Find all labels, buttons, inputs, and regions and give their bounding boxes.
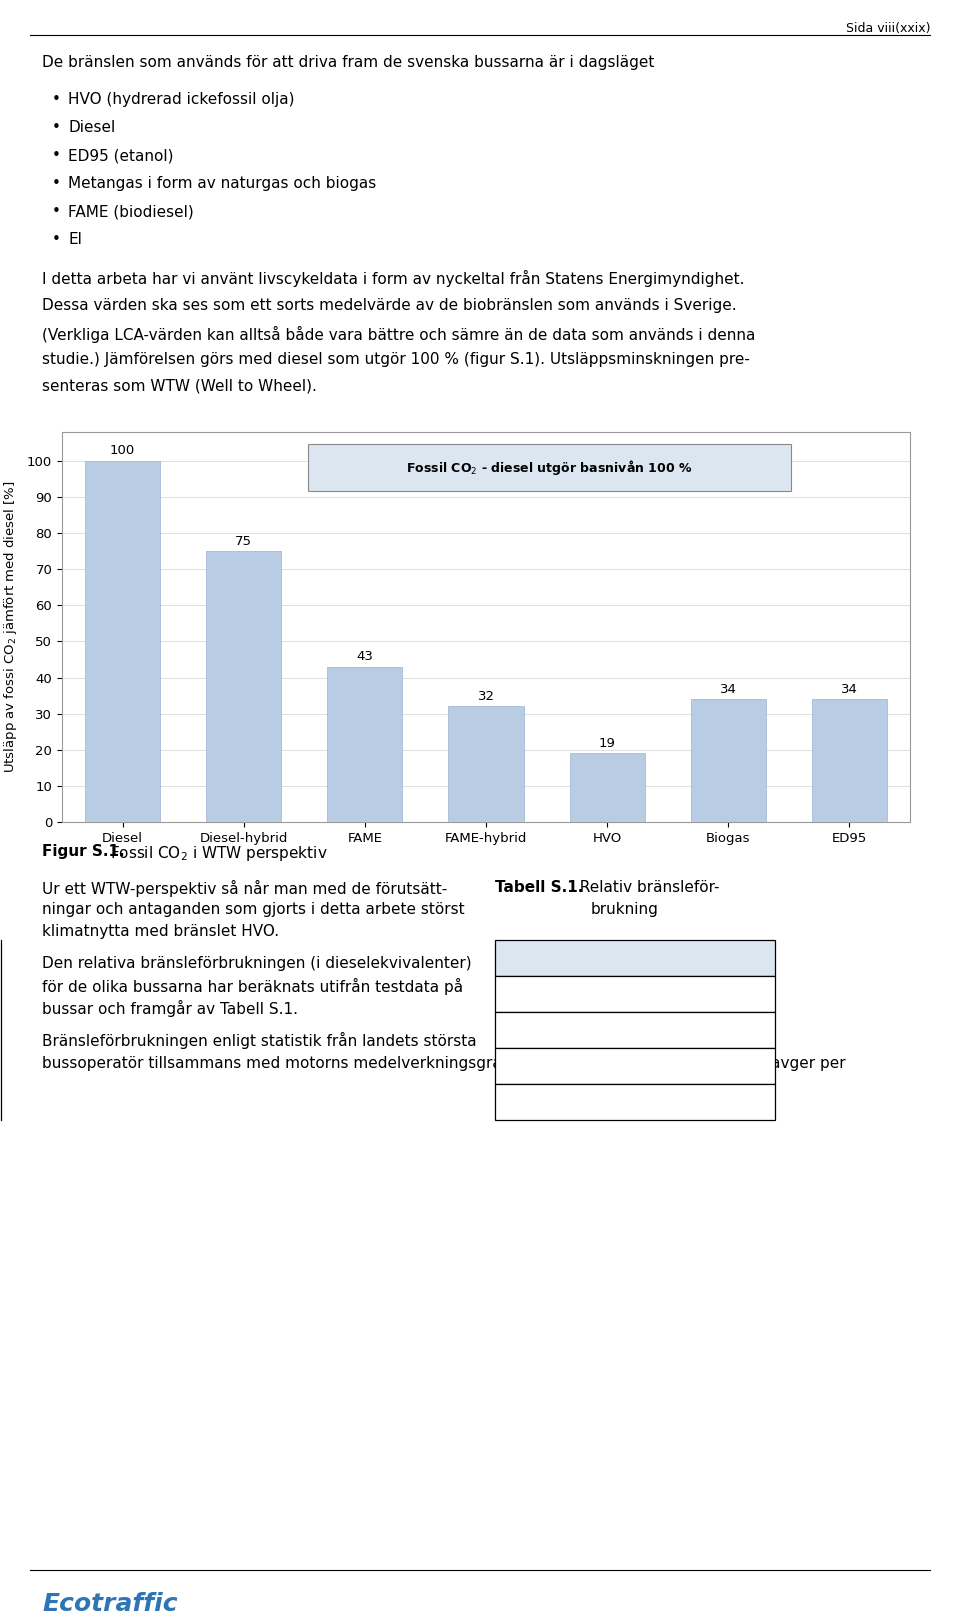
Text: Ur ett WTW-perspektiv så når man med de förutsätt-: Ur ett WTW-perspektiv så når man med de … <box>42 880 447 896</box>
Text: El: El <box>68 231 82 248</box>
Text: Dieselhybrid: Dieselhybrid <box>529 1094 623 1107</box>
Text: Fossil CO$_2$ - diesel utgör basnivån 100 %: Fossil CO$_2$ - diesel utgör basnivån 10… <box>406 458 693 477</box>
Bar <box>448 707 523 822</box>
Bar <box>691 699 766 822</box>
Text: 75: 75 <box>235 534 252 547</box>
Text: brukning: brukning <box>591 901 659 917</box>
Text: •: • <box>52 147 60 163</box>
Bar <box>206 552 281 822</box>
Text: •: • <box>52 176 60 191</box>
Text: •: • <box>52 231 60 248</box>
Text: Fossil CO$_2$ i WTW perspektiv: Fossil CO$_2$ i WTW perspektiv <box>110 845 327 862</box>
Text: Figur S.1.: Figur S.1. <box>42 845 125 859</box>
Bar <box>85 461 160 822</box>
Text: •: • <box>52 120 60 134</box>
Text: senteras som WTW (Well to Wheel).: senteras som WTW (Well to Wheel). <box>42 379 317 393</box>
Text: ningar och antaganden som gjorts i detta arbete störst: ningar och antaganden som gjorts i detta… <box>42 901 465 917</box>
Text: studie.) Jämförelsen görs med diesel som utgör 100 % (figur S.1). Utsläppsminskn: studie.) Jämförelsen görs med diesel som… <box>42 353 750 367</box>
Text: Drivmedel/
drivsystem: Drivmedel/ drivsystem <box>535 943 617 972</box>
Text: Ecotraffic: Ecotraffic <box>42 1592 178 1616</box>
Text: 100 %: 100 % <box>695 1057 737 1069</box>
Text: ED95 (etanol): ED95 (etanol) <box>68 147 174 163</box>
Bar <box>569 754 645 822</box>
Text: Etanol, ED95: Etanol, ED95 <box>528 1057 624 1069</box>
Text: bussoperatör tillsammans med motorns medelverkningsgrad ger hur många kWh som mo: bussoperatör tillsammans med motorns med… <box>42 1053 846 1071</box>
Text: Dessa värden ska ses som ett sorts medelvärde av de biobränslen som används i Sv: Dessa värden ska ses som ett sorts medel… <box>42 298 736 312</box>
Text: klimatnytta med bränslet HVO.: klimatnytta med bränslet HVO. <box>42 924 279 938</box>
Text: för de olika bussarna har beräknats utifrån testdata på: för de olika bussarna har beräknats utif… <box>42 977 463 995</box>
Text: Sida viii(xxix): Sida viii(xxix) <box>846 23 930 36</box>
Text: FAME (biodiesel): FAME (biodiesel) <box>68 204 194 218</box>
Text: Metangas i form av naturgas och biogas: Metangas i form av naturgas och biogas <box>68 176 376 191</box>
Y-axis label: Utsläpp av fossi CO$_2$ jämfört med diesel [%]: Utsläpp av fossi CO$_2$ jämfört med dies… <box>2 481 18 773</box>
Text: Relativ
bränsleförbr.: Relativ bränsleförbr. <box>667 943 764 972</box>
Text: Diesel: Diesel <box>553 985 599 998</box>
Text: •: • <box>52 204 60 218</box>
Text: bussar och framgår av Tabell S.1.: bussar och framgår av Tabell S.1. <box>42 1000 298 1018</box>
Text: 43: 43 <box>356 650 373 663</box>
Text: HVO (hydrerad ickefossil olja): HVO (hydrerad ickefossil olja) <box>68 92 295 107</box>
Text: 125 %: 125 % <box>695 1021 737 1034</box>
Text: 19: 19 <box>599 736 615 749</box>
Text: 100: 100 <box>110 445 135 458</box>
Bar <box>327 667 402 822</box>
Bar <box>812 699 887 822</box>
Text: De bränslen som används för att driva fram de svenska bussarna är i dagsläget: De bränslen som används för att driva fr… <box>42 55 655 70</box>
Text: I detta arbeta har vi använt livscykeldata i form av nyckeltal från Statens Ener: I detta arbeta har vi använt livscykelda… <box>42 270 745 286</box>
Text: 75 %: 75 % <box>699 1094 732 1107</box>
Text: (Verkliga LCA-värden kan alltså både vara bättre och sämre än de data som använd: (Verkliga LCA-värden kan alltså både var… <box>42 325 756 343</box>
Text: 32: 32 <box>477 689 494 702</box>
Text: 34: 34 <box>720 683 736 696</box>
Text: Fordonsgas: Fordonsgas <box>533 1021 619 1034</box>
FancyBboxPatch shape <box>308 443 791 490</box>
Text: 34: 34 <box>841 683 858 696</box>
Text: Relativ bränsleför-: Relativ bränsleför- <box>570 880 719 895</box>
Text: Diesel: Diesel <box>68 120 115 134</box>
Text: 100 %: 100 % <box>695 985 737 998</box>
Text: Den relativa bränsleförbrukningen (i dieselekvivalenter): Den relativa bränsleförbrukningen (i die… <box>42 956 471 971</box>
Text: •: • <box>52 92 60 107</box>
Text: Tabell S.1.: Tabell S.1. <box>495 880 584 895</box>
Text: Bränsleförbrukningen enligt statistik från landets största: Bränsleförbrukningen enligt statistik fr… <box>42 1032 476 1048</box>
